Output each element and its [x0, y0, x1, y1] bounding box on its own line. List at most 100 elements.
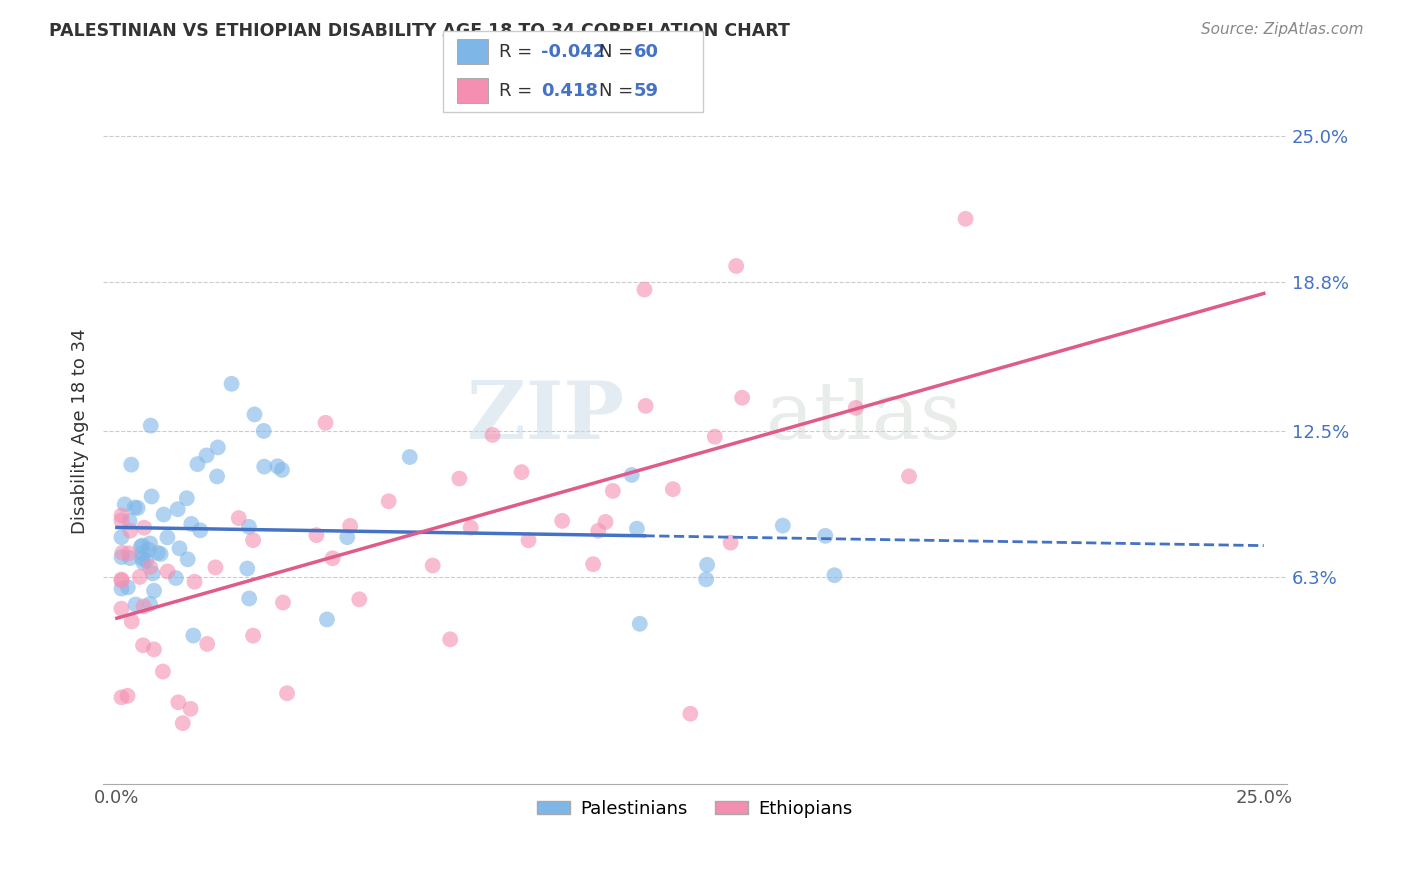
Point	[236, 561, 259, 575]
Point	[551, 514, 574, 528]
Point	[720, 535, 742, 549]
Point	[135, 553, 157, 567]
Text: R =: R =	[499, 82, 544, 100]
Point	[110, 574, 132, 588]
Point	[696, 558, 718, 572]
Point	[238, 520, 260, 534]
Point	[243, 408, 266, 422]
Point	[132, 556, 155, 570]
Point	[322, 551, 344, 566]
Point	[221, 376, 243, 391]
Point	[510, 465, 533, 479]
Point	[169, 541, 191, 556]
Point	[481, 428, 503, 442]
Point	[139, 536, 162, 550]
Point	[142, 642, 165, 657]
Point	[156, 530, 179, 544]
Text: ZIP: ZIP	[467, 378, 624, 456]
Point	[207, 441, 229, 455]
Point	[814, 529, 837, 543]
Point	[195, 637, 218, 651]
Point	[124, 500, 146, 515]
Point	[120, 551, 142, 566]
Point	[139, 560, 162, 574]
Point	[205, 469, 228, 483]
Point	[823, 568, 845, 582]
Point	[188, 524, 211, 538]
Point	[315, 416, 337, 430]
Point	[138, 542, 160, 557]
Point	[228, 511, 250, 525]
Point	[118, 546, 141, 560]
Point	[731, 391, 754, 405]
Point	[156, 565, 179, 579]
Point	[149, 547, 172, 561]
Text: 60: 60	[634, 43, 659, 61]
Text: N =: N =	[599, 82, 638, 100]
Point	[124, 598, 146, 612]
Point	[955, 211, 977, 226]
Point	[110, 508, 132, 523]
Legend: Palestinians, Ethiopians: Palestinians, Ethiopians	[530, 792, 860, 825]
Point	[143, 583, 166, 598]
Point	[114, 497, 136, 511]
Point	[110, 530, 132, 544]
Point	[172, 716, 194, 731]
Point	[132, 638, 155, 652]
Point	[336, 530, 359, 544]
Point	[110, 601, 132, 615]
Point	[595, 515, 617, 529]
Point	[110, 582, 132, 596]
Text: 0.418: 0.418	[541, 82, 599, 100]
Point	[305, 528, 328, 542]
Point	[139, 597, 162, 611]
Point	[517, 533, 540, 548]
Text: 59: 59	[634, 82, 659, 100]
Point	[183, 574, 205, 589]
Point	[176, 552, 198, 566]
Point	[725, 259, 748, 273]
Point	[110, 573, 132, 587]
Point	[703, 430, 725, 444]
Point	[152, 508, 174, 522]
Text: atlas: atlas	[766, 378, 962, 456]
Point	[276, 686, 298, 700]
Point	[377, 494, 399, 508]
Point	[242, 533, 264, 548]
Point	[633, 283, 655, 297]
Point	[695, 573, 717, 587]
Point	[349, 592, 371, 607]
Point	[602, 483, 624, 498]
Point	[180, 702, 202, 716]
Point	[845, 401, 868, 415]
Point	[242, 629, 264, 643]
Point	[628, 616, 651, 631]
Point	[181, 628, 204, 642]
Point	[271, 463, 294, 477]
Point	[111, 546, 134, 560]
Point	[898, 469, 921, 483]
Point	[339, 519, 361, 533]
Point	[152, 665, 174, 679]
Point	[204, 560, 226, 574]
Point	[117, 689, 139, 703]
Point	[449, 472, 471, 486]
Point	[132, 599, 155, 614]
Point	[634, 399, 657, 413]
Point	[186, 457, 208, 471]
Point	[120, 458, 142, 472]
Point	[588, 524, 610, 538]
Point	[253, 459, 276, 474]
Point	[316, 612, 339, 626]
Text: -0.042: -0.042	[541, 43, 606, 61]
Point	[110, 513, 132, 527]
Point	[238, 591, 260, 606]
Point	[460, 521, 482, 535]
Point	[176, 491, 198, 506]
Point	[271, 595, 294, 609]
Y-axis label: Disability Age 18 to 34: Disability Age 18 to 34	[72, 328, 89, 533]
Point	[166, 502, 188, 516]
Point	[121, 615, 143, 629]
Point	[253, 424, 276, 438]
Point	[110, 550, 132, 565]
